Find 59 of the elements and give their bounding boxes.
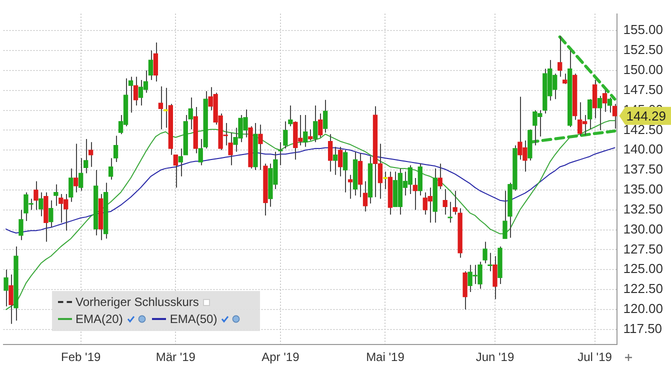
candlestick: [358, 152, 363, 198]
candlestick: [328, 134, 333, 172]
y-tick-label: 137.50: [623, 162, 664, 177]
y-tick-label: 127.50: [623, 241, 664, 256]
candlestick: [8, 274, 14, 324]
candlestick: [34, 180, 38, 210]
text: 144.29: [626, 108, 666, 124]
candlestick: [74, 143, 78, 193]
y-tick-label: 147.50: [623, 82, 664, 97]
candlestick: [597, 95, 602, 131]
x-tick-label: Feb '19: [61, 350, 101, 364]
y-tick-label: 142.50: [623, 122, 664, 137]
candlestick: [308, 128, 313, 142]
candlestick: [4, 269, 8, 307]
x-tick-label: Mär '19: [156, 350, 196, 364]
x-tick-label: Mai '19: [366, 350, 405, 364]
candlestick: [313, 104, 318, 143]
candlestick: [558, 36, 562, 78]
y-tick-label: 132.50: [623, 201, 664, 216]
candlestick: [442, 188, 448, 216]
candlestick: [153, 42, 158, 82]
y-tick-label: 122.50: [623, 281, 664, 296]
candlestick: [362, 180, 368, 212]
y-tick-label: 135.00: [623, 182, 664, 197]
y-tick-label: 130.00: [623, 221, 664, 236]
candlestick: [488, 252, 492, 272]
candlestick: [323, 99, 328, 134]
candlestick: [412, 178, 418, 210]
candlestick: [48, 200, 54, 228]
candlestick: [303, 114, 308, 148]
legend-label: Vorheriger Schlusskurs: [76, 294, 199, 311]
x-tick-label: Jun '19: [476, 350, 514, 364]
candlestick: [482, 241, 488, 264]
candlestick: [188, 96, 193, 130]
candlestick: [492, 256, 498, 300]
candlestick: [342, 150, 348, 193]
candlestick: [288, 104, 293, 127]
y-tick-label: 117.50: [623, 321, 662, 336]
candlestick: [332, 146, 338, 176]
candlestick: [562, 73, 568, 84]
candlestick: [318, 112, 323, 138]
candlestick: [258, 124, 263, 171]
y-tick-label: 150.00: [623, 62, 664, 77]
y-tick-label: 125.00: [623, 261, 664, 276]
legend-label: EMA(50): [170, 310, 218, 328]
y-tick-label: 155.00: [623, 22, 664, 38]
candlestick: [338, 146, 343, 177]
x-tick-label: Apr '19: [262, 350, 300, 364]
candlestick: [448, 201, 452, 224]
y-tick-label: 152.50: [623, 42, 664, 58]
y-tick-label: 140.00: [623, 142, 664, 157]
candlestick: [158, 86, 164, 130]
candlestick: [283, 120, 288, 150]
candlestick: [54, 184, 58, 206]
candlestick: [438, 163, 442, 190]
y-tick-label: 120.00: [623, 301, 664, 316]
legend-label: EMA(20): [76, 310, 123, 328]
candlestick: [348, 174, 353, 200]
x-tick-label: Jul '19: [578, 350, 612, 364]
